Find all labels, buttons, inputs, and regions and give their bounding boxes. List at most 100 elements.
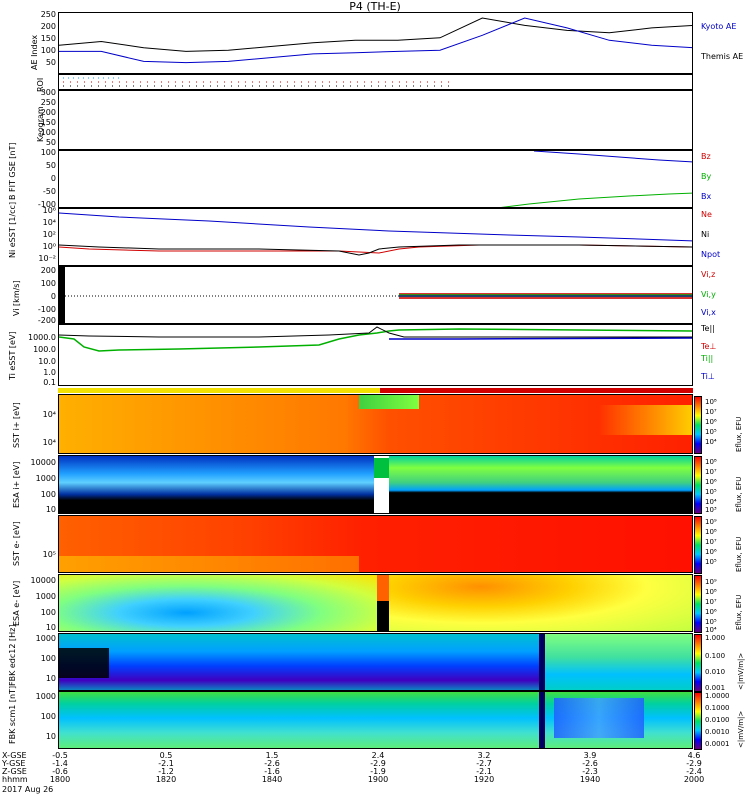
- temperature-tick: 100.0: [33, 345, 56, 354]
- fbk-scm-tick: 100: [40, 712, 56, 721]
- te-par-line: [59, 326, 692, 338]
- velocity-tick: 200: [40, 266, 56, 275]
- temperature-ylabel: Ti eSST [eV]: [8, 331, 17, 380]
- esa-electron-cb-tick: 10⁹: [705, 578, 717, 586]
- legend-vix: Vi,x: [701, 308, 716, 317]
- velocity-tick: 0: [50, 292, 56, 301]
- fbk-scm-cb-tick: 0.1000: [705, 704, 730, 712]
- ae-tick: 50: [45, 58, 56, 67]
- roi-panel: [58, 74, 693, 90]
- sst-electron-panel: [58, 515, 693, 573]
- temperature-tick: 10.0: [38, 357, 56, 366]
- xaxis-row-label-time: hhmm: [2, 775, 28, 784]
- esa-electron-cb-tick: 10⁷: [705, 598, 717, 606]
- esa-ion-tick: 10000: [30, 458, 56, 467]
- esa-electron-gap: [377, 575, 389, 601]
- esa-electron-left: [59, 575, 377, 631]
- fbk-edc-tick: 100: [40, 654, 56, 663]
- sst-ion-tick: 10⁴: [42, 438, 56, 447]
- esa-ion-cb-tick: 10⁶: [705, 478, 717, 486]
- density-tick: 10²: [42, 230, 56, 239]
- xaxis-tick-x: 2.4: [371, 751, 385, 760]
- temperature-tick: 1000.0: [28, 333, 56, 342]
- xaxis-tick-t: 1840: [261, 775, 283, 784]
- fbk-scm-cb-tick: 0.0100: [705, 716, 730, 724]
- fbk-edc-panel: [58, 633, 693, 691]
- fbk-edc-cb-tick: 0.001: [705, 684, 726, 692]
- xaxis-tick-t: 1800: [49, 775, 71, 784]
- keogram-tick: 300: [40, 88, 56, 97]
- xaxis-tick-x: 4.6: [687, 751, 701, 760]
- sst-electron-colorbar: [694, 516, 702, 574]
- esa-electron-cb-tick: 10⁴: [705, 626, 717, 634]
- xaxis-tick-y: -1.4: [52, 759, 68, 768]
- fbk-scm-tick: 10: [45, 732, 56, 741]
- legend-bz: Bz: [701, 152, 711, 161]
- sst-electron-cb-label: Eflux, EFU: [735, 536, 743, 572]
- velocity-tick: -100: [37, 305, 56, 314]
- sst-ion-cb-tick: 10⁵: [705, 428, 717, 436]
- xaxis-tick-y: -2.9: [370, 759, 386, 768]
- xaxis-tick-y: -2.6: [582, 759, 598, 768]
- fbk-edc-cb-tick: 0.100: [705, 652, 726, 660]
- xaxis-tick-x: -0.5: [52, 751, 68, 760]
- fbk-edc-colorbar: [694, 634, 702, 692]
- sst-electron-ylabel: SST e- [eV]: [12, 521, 21, 566]
- xaxis-tick-z: -0.6: [52, 767, 68, 776]
- bfield-tick: -50: [42, 187, 56, 196]
- xaxis-tick-y: -2.1: [158, 759, 174, 768]
- xaxis-tick-z: -1.9: [370, 767, 386, 776]
- legend-by: By: [701, 172, 712, 181]
- esa-ion-cb-tick: 10³: [705, 506, 717, 514]
- sst-ion-cb-tick: 10⁷: [705, 408, 717, 416]
- fbk-scm-panel: [58, 691, 693, 749]
- xaxis-tick-y: -2.6: [264, 759, 280, 768]
- fbk-scm-ylabel: FBK scm1 [nT]: [8, 685, 17, 744]
- density-tick: 10⁴: [42, 218, 56, 227]
- fbk-scm-right: [554, 698, 644, 738]
- fbk-scm-cb-tick: 0.0010: [705, 728, 730, 736]
- esa-electron-colorbar: [694, 575, 702, 633]
- ae-tick: 150: [40, 34, 56, 43]
- ni-line: [59, 244, 692, 256]
- sst-ion-cb-tick: 10⁸: [705, 398, 717, 406]
- legend-themis-ae: Themis AE: [701, 52, 744, 61]
- esa-ion-tick: 1000: [35, 474, 56, 483]
- npot-line: [59, 212, 692, 242]
- density-tick: 10⁰: [42, 242, 56, 251]
- fbk-scm-cb-tick: 1.0000: [705, 692, 730, 700]
- xaxis-tick-t: 1920: [473, 775, 495, 784]
- fbk-edc-tick: 10: [45, 674, 56, 683]
- xaxis-tick-z: -1.6: [264, 767, 280, 776]
- roi-plot: [63, 77, 454, 87]
- fbk-edc-cb-label: <|mV/m|>: [737, 652, 745, 690]
- legend-viy: Vi,y: [701, 290, 716, 299]
- ae-tick: 100: [40, 46, 56, 55]
- xaxis-tick-y: -2.7: [476, 759, 492, 768]
- bfield-panel: [58, 150, 693, 208]
- sst-ion-ylabel: SST i+ [eV]: [12, 402, 21, 448]
- xaxis-tick-x: 1.5: [265, 751, 279, 760]
- esa-electron-gap-black: [377, 601, 389, 631]
- sst-electron-cb-tick: 10⁵: [705, 558, 717, 566]
- bfield-tick: 0: [50, 174, 56, 183]
- ti-perp-line: [389, 337, 692, 340]
- esa-ion-green-block: [374, 458, 389, 478]
- velocity-plot: [59, 267, 692, 323]
- keogram-panel: [58, 90, 693, 150]
- esa-electron-tick: 10: [45, 623, 56, 632]
- date-label: 2017 Aug 26: [2, 785, 54, 794]
- esa-electron-cb-label: Eflux, EFU: [735, 594, 743, 630]
- esa-ion-cb-tick: 10⁸: [705, 458, 717, 466]
- sst-electron-cb-tick: 10⁸: [705, 528, 717, 536]
- sst-ion-cb-tick: 10⁴: [705, 438, 717, 446]
- esa-ion-left: [59, 456, 374, 513]
- density-panel: [58, 208, 693, 266]
- velocity-panel: [58, 266, 693, 324]
- esa-ion-cb-tick: 10⁵: [705, 488, 717, 496]
- esa-ion-panel: [58, 455, 693, 514]
- sst-ion-bands: [359, 395, 419, 409]
- legend-viz: Vi,z: [701, 270, 716, 279]
- velocity-gap-bar: [59, 267, 65, 323]
- sst-electron-cb-tick: 10⁹: [705, 518, 717, 526]
